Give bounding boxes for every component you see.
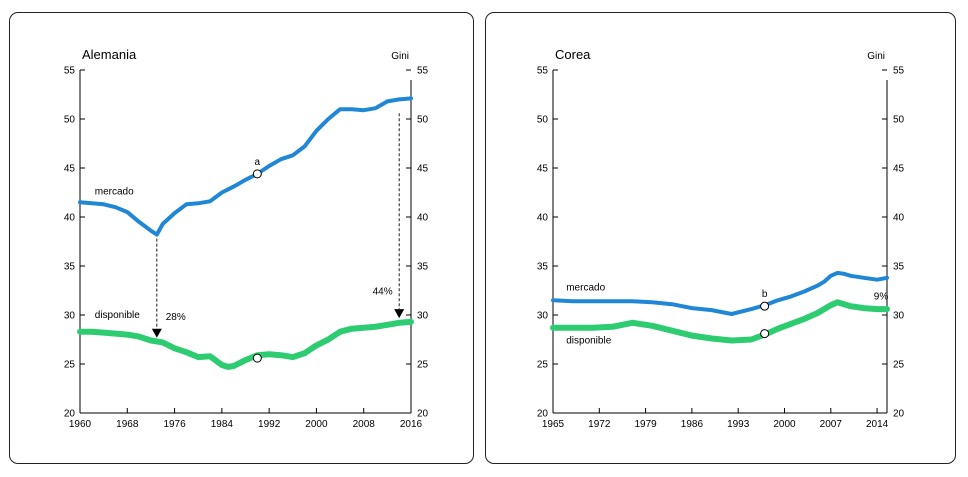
marker-point	[252, 169, 262, 179]
y-tick-label-right: 20	[417, 409, 429, 420]
x-tick-label: 2000	[773, 419, 796, 430]
y-tick-label-right: 35	[893, 262, 905, 273]
series-label-mercado: mercado	[95, 186, 134, 197]
x-tick-label: 2014	[866, 419, 889, 430]
y-tick-label-right: 35	[417, 262, 429, 273]
chart-alemania: 20 20 25 25 30 30 35 35 40 40 45 45 50 50 55 55 1960 1968…	[64, 47, 429, 430]
series-label-disponible: disponible	[566, 335, 611, 346]
y-tick-label-right: 30	[417, 311, 429, 322]
y-tick-label-left: 25	[537, 360, 549, 371]
annotation-label: 9%	[874, 291, 889, 302]
x-tick-label: 1979	[634, 419, 657, 430]
y-tick-label-left: 45	[537, 164, 549, 175]
y-tick-label-left: 25	[64, 360, 76, 371]
y-tick-label-right: 30	[893, 311, 905, 322]
series-label-disponible: disponible	[95, 310, 140, 321]
y-tick-label-right: 40	[893, 213, 905, 224]
y-tick-label-left: 35	[64, 262, 76, 273]
x-tick-label: 1986	[681, 419, 704, 430]
y-tick-label-left: 20	[537, 409, 549, 420]
x-tick-label: 2007	[820, 419, 843, 430]
chart-panel-corea: 20 20 25 25 30 30 35 35 40 40 45 45 50 50 55 55 1965 1972…	[485, 12, 956, 464]
arrow-head	[394, 309, 405, 319]
y-tick-label-right: 20	[893, 409, 905, 420]
y-tick-label-left: 30	[64, 311, 76, 322]
y-tick-label-left: 40	[537, 213, 549, 224]
y-tick-label-right: 25	[417, 360, 429, 371]
x-tick-label: 2008	[353, 419, 376, 430]
right-axis-title: Gini	[391, 51, 409, 62]
y-tick-label-left: 35	[537, 262, 549, 273]
y-tick-label-right: 45	[417, 164, 429, 175]
x-tick-label: 1976	[163, 419, 186, 430]
y-tick-label-right: 45	[893, 164, 905, 175]
y-tick-label-right: 55	[893, 66, 905, 77]
series-line-disponible	[77, 318, 414, 370]
x-tick-label: 1992	[258, 419, 281, 430]
y-tick-label-left: 50	[537, 115, 549, 126]
annotation-label: 28%	[166, 312, 186, 323]
arrow-head	[151, 328, 162, 338]
marker-point	[252, 353, 262, 363]
y-tick-label-right: 40	[417, 213, 429, 224]
chart-title: Corea	[555, 47, 591, 62]
y-tick-label-left: 55	[64, 66, 76, 77]
chart-title: Alemania	[82, 47, 137, 62]
y-tick-label-left: 45	[64, 164, 76, 175]
x-tick-label: 1993	[727, 419, 750, 430]
y-tick-label-left: 50	[64, 115, 76, 126]
x-tick-label: 1984	[211, 419, 234, 430]
marker-point	[760, 329, 770, 339]
right-axis-title: Gini	[867, 51, 885, 62]
marker-label: b	[762, 289, 768, 300]
chart-corea: 20 20 25 25 30 30 35 35 40 40 45 45 50 50 55 55 1965 1972…	[537, 47, 905, 430]
x-tick-label: 2016	[400, 419, 423, 430]
y-tick-label-left: 30	[537, 311, 549, 322]
series-line-mercado	[78, 96, 413, 237]
y-tick-label-right: 55	[417, 66, 429, 77]
y-tick-label-left: 20	[64, 409, 76, 420]
x-tick-label: 2000	[305, 419, 328, 430]
series-label-mercado: mercado	[566, 283, 605, 294]
chart-panel-alemania: 20 20 25 25 30 30 35 35 40 40 45 45 50 50 55 55 1960 1968…	[9, 12, 474, 464]
y-tick-label-right: 50	[417, 115, 429, 126]
annotation-label: 44%	[373, 286, 393, 297]
marker-point	[760, 301, 770, 311]
marker-label: a	[255, 157, 261, 168]
y-tick-label-right: 50	[893, 115, 905, 126]
y-tick-label-right: 25	[893, 360, 905, 371]
x-tick-label: 1965	[542, 419, 565, 430]
y-tick-label-left: 55	[537, 66, 549, 77]
x-tick-label: 1972	[588, 419, 611, 430]
y-tick-label-left: 40	[64, 213, 76, 224]
x-tick-label: 1968	[116, 419, 139, 430]
x-tick-label: 1960	[69, 419, 92, 430]
series-line-mercado	[551, 270, 889, 316]
